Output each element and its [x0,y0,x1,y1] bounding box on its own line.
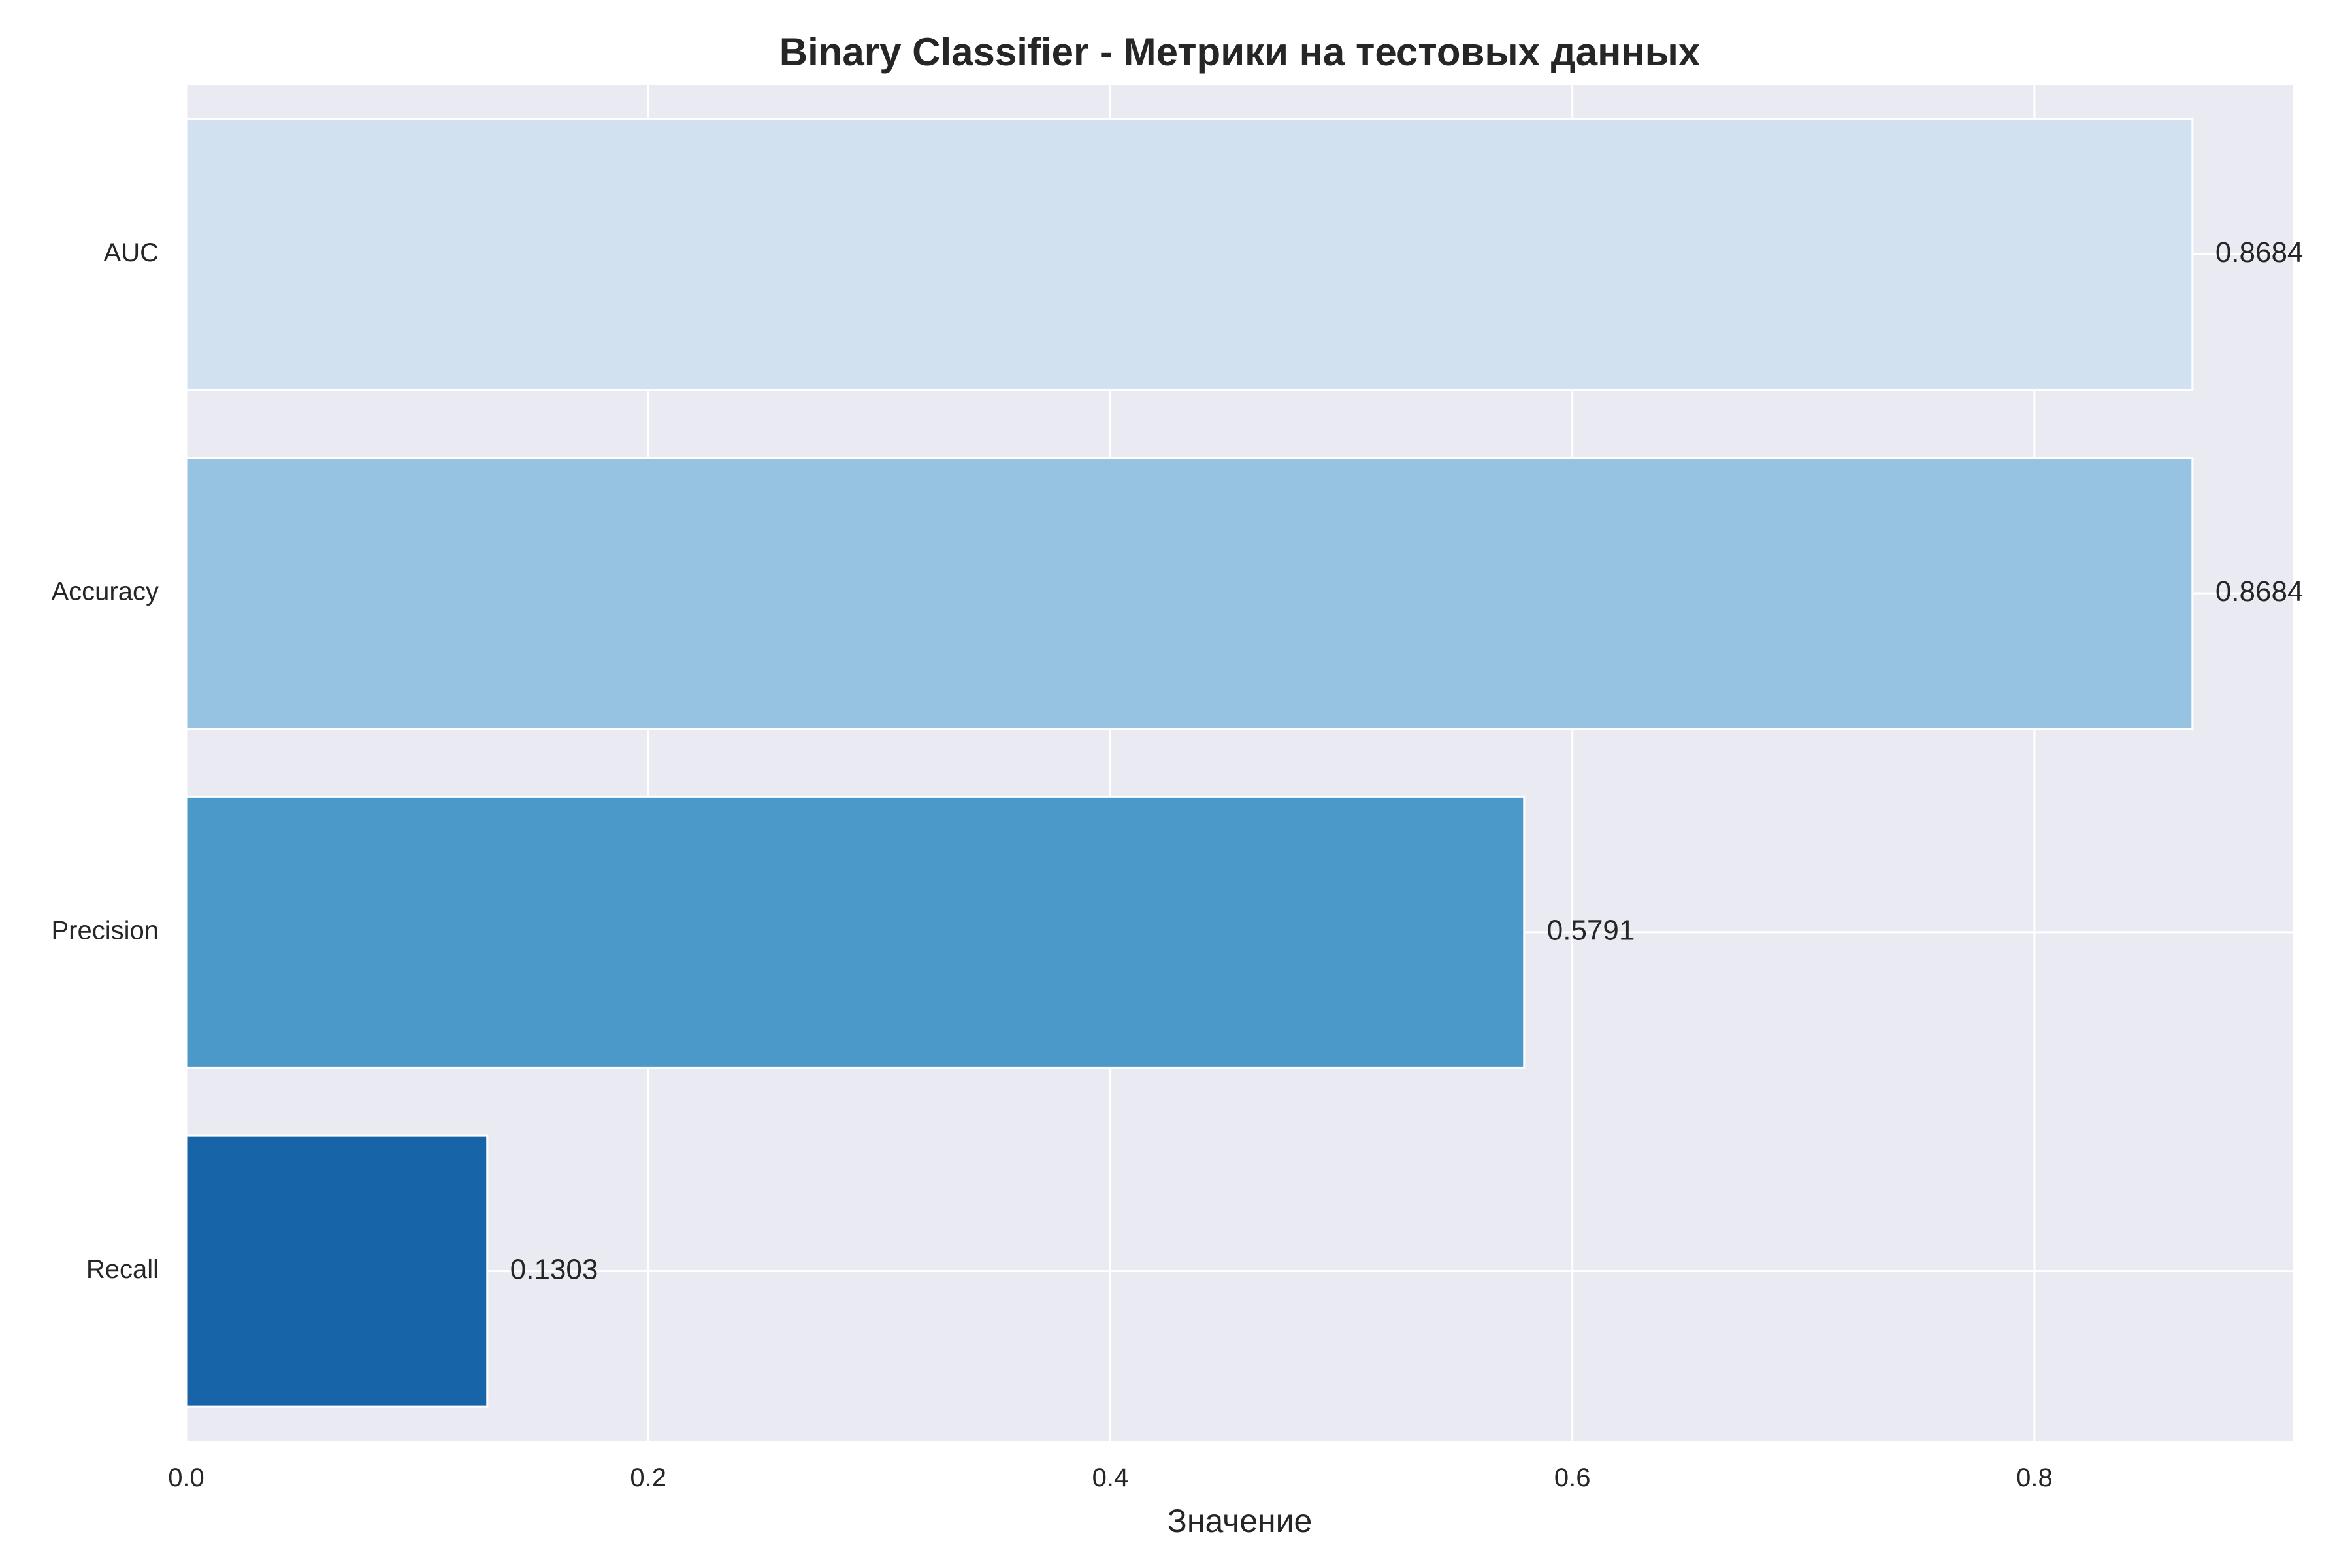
value-label-precision: 0.5791 [1547,915,1635,947]
x-tick-label: 0.2 [630,1463,666,1492]
value-label-auc: 0.8684 [2215,237,2304,269]
x-tick-label: 0.6 [1554,1463,1591,1492]
bar-accuracy [185,457,2194,730]
x-tick-label: 0.4 [1092,1463,1129,1492]
x-tick-label: 0.0 [168,1463,204,1492]
value-label-accuracy: 0.8684 [2215,576,2304,608]
bar-auc [185,118,2194,391]
value-label-recall: 0.1303 [510,1253,598,1285]
bars [185,118,2194,1408]
y-tick-label-recall: Recall [86,1255,159,1284]
y-tick-label-precision: Precision [51,916,159,945]
x-tick-labels: 0.0 0.2 0.4 0.6 0.8 [168,1463,2053,1492]
x-tick-label: 0.8 [2016,1463,2053,1492]
value-labels: 0.1303 0.5791 0.8684 0.8684 [510,237,2304,1285]
y-tick-label-accuracy: Accuracy [52,578,159,606]
y-tick-labels: Recall Precision Accuracy AUC [51,238,159,1284]
chart-title: Binary Classifier - Метрики на тестовых … [779,30,1701,74]
bar-precision [185,795,1526,1069]
y-tick-label-auc: AUC [104,238,159,267]
x-axis-title: Значение [1168,1503,1313,1539]
bar-recall [185,1134,489,1408]
